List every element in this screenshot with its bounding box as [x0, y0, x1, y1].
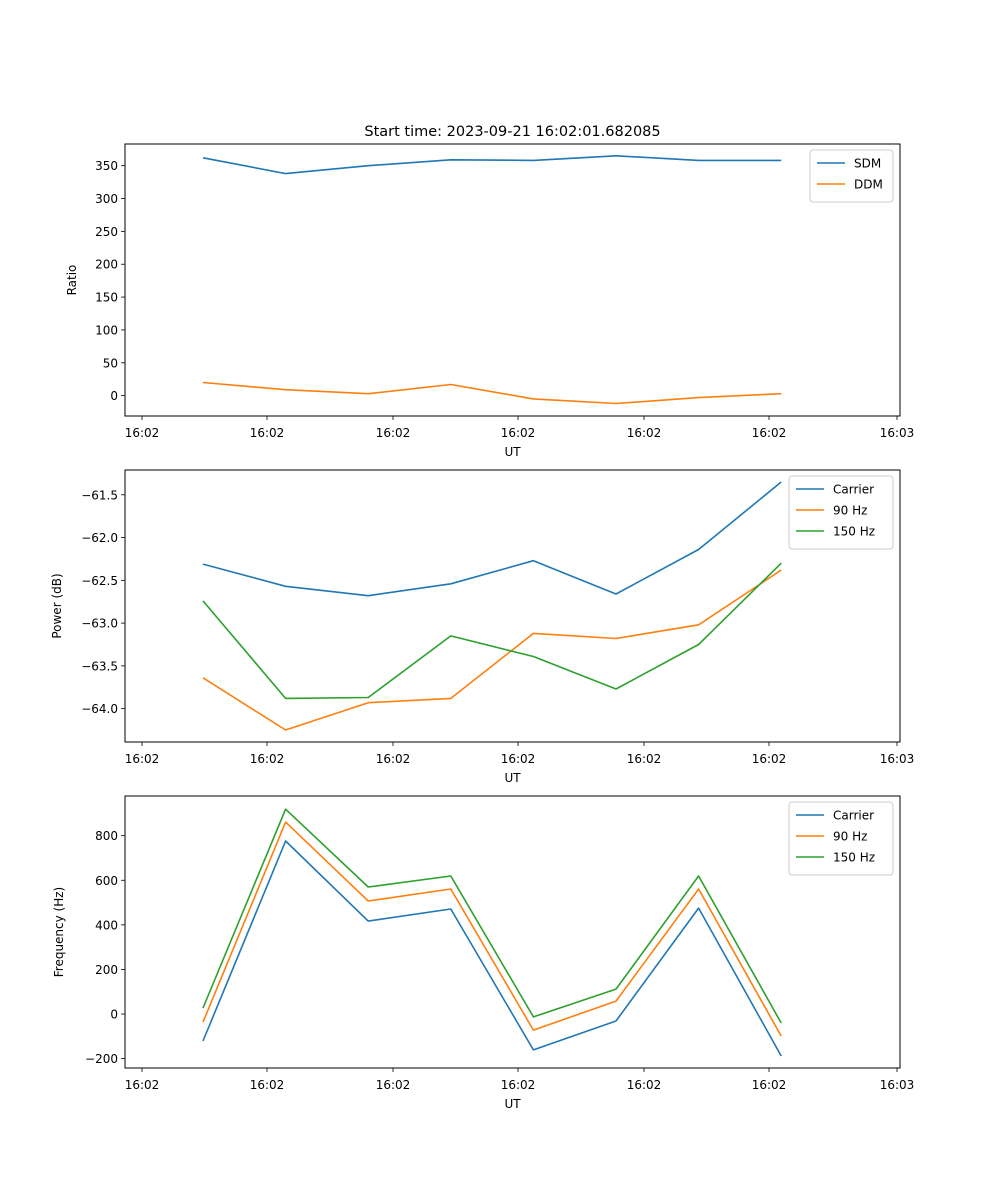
series-line-ddm: [202, 381, 782, 405]
x-tick-label: 16:03: [880, 1078, 915, 1092]
x-tick-label: 16:02: [501, 426, 536, 440]
y-tick-label: 200: [95, 258, 118, 272]
x-tick-label: 16:02: [501, 1078, 536, 1092]
y-tick-label: −63.5: [81, 659, 118, 673]
legend-label: DDM: [854, 178, 883, 192]
y-tick-label: 0: [110, 389, 118, 403]
axes-frame: [124, 795, 901, 1069]
x-tick-label: 16:02: [376, 426, 411, 440]
x-tick-label: 16:02: [627, 1078, 662, 1092]
x-tick-label: 16:02: [752, 1078, 787, 1092]
y-tick-label: −62.5: [81, 574, 118, 588]
x-axis-label: UT: [504, 1097, 521, 1111]
x-tick-label: 16:02: [250, 1078, 285, 1092]
y-axis-label: Frequency (Hz): [52, 887, 66, 978]
y-tick-label: 0: [110, 1008, 118, 1022]
x-axis-label: UT: [504, 445, 521, 459]
x-tick-label: 16:02: [125, 752, 160, 766]
y-tick-label: 100: [95, 323, 118, 337]
y-tick-label: 400: [95, 918, 118, 932]
x-tick-label: 16:02: [627, 426, 662, 440]
y-tick-label: 350: [95, 159, 118, 173]
x-tick-label: 16:02: [125, 1078, 160, 1092]
y-tick-label: 300: [95, 192, 118, 206]
legend-label: 150 Hz: [833, 851, 875, 865]
x-axis-label: UT: [504, 771, 521, 785]
axes-frame: [124, 469, 901, 743]
series-line-sdm: [202, 155, 782, 175]
y-axis-label: Ratio: [65, 265, 79, 296]
legend-label: Carrier: [833, 809, 874, 823]
legend-label: Carrier: [833, 483, 874, 497]
legend-label: 150 Hz: [833, 525, 875, 539]
y-tick-label: 600: [95, 874, 118, 888]
subplot-1: 16:02 16:02 16:02 16:02 16:02 16:02 16:03 0 50 10…: [65, 143, 915, 459]
y-tick-label: 50: [103, 356, 118, 370]
figure-title: Start time: 2023-09-21 16:02:01.682085: [364, 124, 660, 140]
x-tick-label: 16:02: [376, 752, 411, 766]
subplot-3: 16:02 16:02 16:02 16:02 16:02 16:02 16:03 −200 0…: [52, 795, 915, 1111]
series-line-90-hz: [202, 821, 782, 1037]
x-tick-label: 16:03: [880, 752, 915, 766]
legend: SDM DDM: [809, 149, 894, 203]
axes-frame: [124, 143, 901, 417]
y-tick-label: 200: [95, 963, 118, 977]
subplot-2: 16:02 16:02 16:02 16:02 16:02 16:02 16:03 −64.0…: [50, 469, 915, 785]
y-tick-label: 150: [95, 291, 118, 305]
legend-label: 90 Hz: [833, 830, 867, 844]
x-tick-label: 16:02: [752, 752, 787, 766]
y-axis-label: Power (dB): [50, 573, 64, 638]
y-tick-label: −61.5: [81, 488, 118, 502]
y-tick-label: −63.0: [81, 617, 118, 631]
series-line-150-hz: [202, 808, 782, 1024]
y-tick-label: −62.0: [81, 531, 118, 545]
series-line-carrier: [202, 481, 782, 597]
series-line-carrier: [202, 840, 782, 1057]
x-tick-label: 16:02: [250, 426, 285, 440]
x-tick-label: 16:02: [627, 752, 662, 766]
legend: Carrier 90 Hz 150 Hz: [788, 801, 894, 876]
y-tick-label: −200: [85, 1052, 118, 1066]
legend: Carrier 90 Hz 150 Hz: [788, 475, 894, 550]
series-line-150-hz: [202, 562, 782, 700]
x-tick-label: 16:02: [250, 752, 285, 766]
x-tick-label: 16:02: [752, 426, 787, 440]
x-tick-label: 16:02: [125, 426, 160, 440]
x-tick-label: 16:03: [880, 426, 915, 440]
y-tick-label: 250: [95, 225, 118, 239]
y-tick-label: 800: [95, 829, 118, 843]
legend-label: SDM: [854, 157, 881, 171]
y-tick-label: −64.0: [81, 702, 118, 716]
x-tick-label: 16:02: [376, 1078, 411, 1092]
series-line-90-hz: [202, 569, 782, 731]
x-tick-label: 16:02: [501, 752, 536, 766]
legend-label: 90 Hz: [833, 504, 867, 518]
